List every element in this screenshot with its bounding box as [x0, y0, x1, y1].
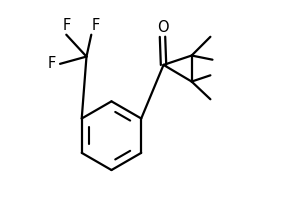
Text: O: O	[157, 20, 168, 35]
Text: F: F	[48, 56, 56, 71]
Text: F: F	[62, 18, 70, 33]
Text: F: F	[91, 18, 100, 33]
